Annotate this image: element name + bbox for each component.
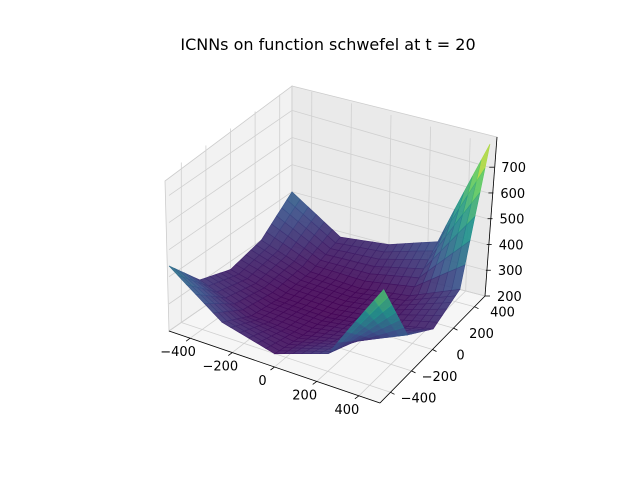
x-tick-label-3: 200 [292,388,317,403]
z-tick-label-1: 300 [498,264,523,279]
x-tick-label-4: 400 [334,403,359,418]
y-tick-label-3: 200 [469,327,494,342]
z-tick-label-3: 500 [500,213,525,228]
x-tick-label-0: −400 [160,345,196,360]
z-axis-line [484,136,498,297]
y-tick-0 [390,391,395,395]
x-tick-label-2: 0 [258,374,266,389]
y-tick-label-2: 0 [456,349,464,364]
surface [168,143,491,355]
tick-labels: −400−2000200400−400−20002004002003004005… [160,161,526,418]
x-tick-3 [312,381,317,385]
y-tick-label-1: −200 [422,370,458,385]
x-tick-label-1: −200 [202,360,238,375]
grid-z-4 [168,137,489,223]
y-tick-3 [453,327,458,331]
y-tick-4 [474,306,479,310]
z-tick-label-2: 400 [499,238,524,253]
grid-z-3 [168,164,488,250]
x-tick-1 [228,352,233,356]
z-tick-label-4: 600 [500,187,525,202]
grid-z-5 [168,109,490,196]
x-tick-0 [185,337,191,342]
x-tick-2 [270,366,275,371]
z-tick-label-5: 700 [501,161,526,176]
y-tick-1 [411,370,416,374]
y-tick-2 [432,349,437,352]
surface-patch-0-0 [168,265,184,278]
axes-3d: −400−2000200400−400−20002004002003004005… [160,85,526,418]
y-tick-label-0: −400 [401,391,437,406]
x-tick-4 [354,395,360,400]
z-tick-label-0: 200 [497,290,522,305]
y-tick-label-4: 400 [490,306,515,321]
chart-title: ICNNs on function schwefel at t = 20 [180,35,475,54]
